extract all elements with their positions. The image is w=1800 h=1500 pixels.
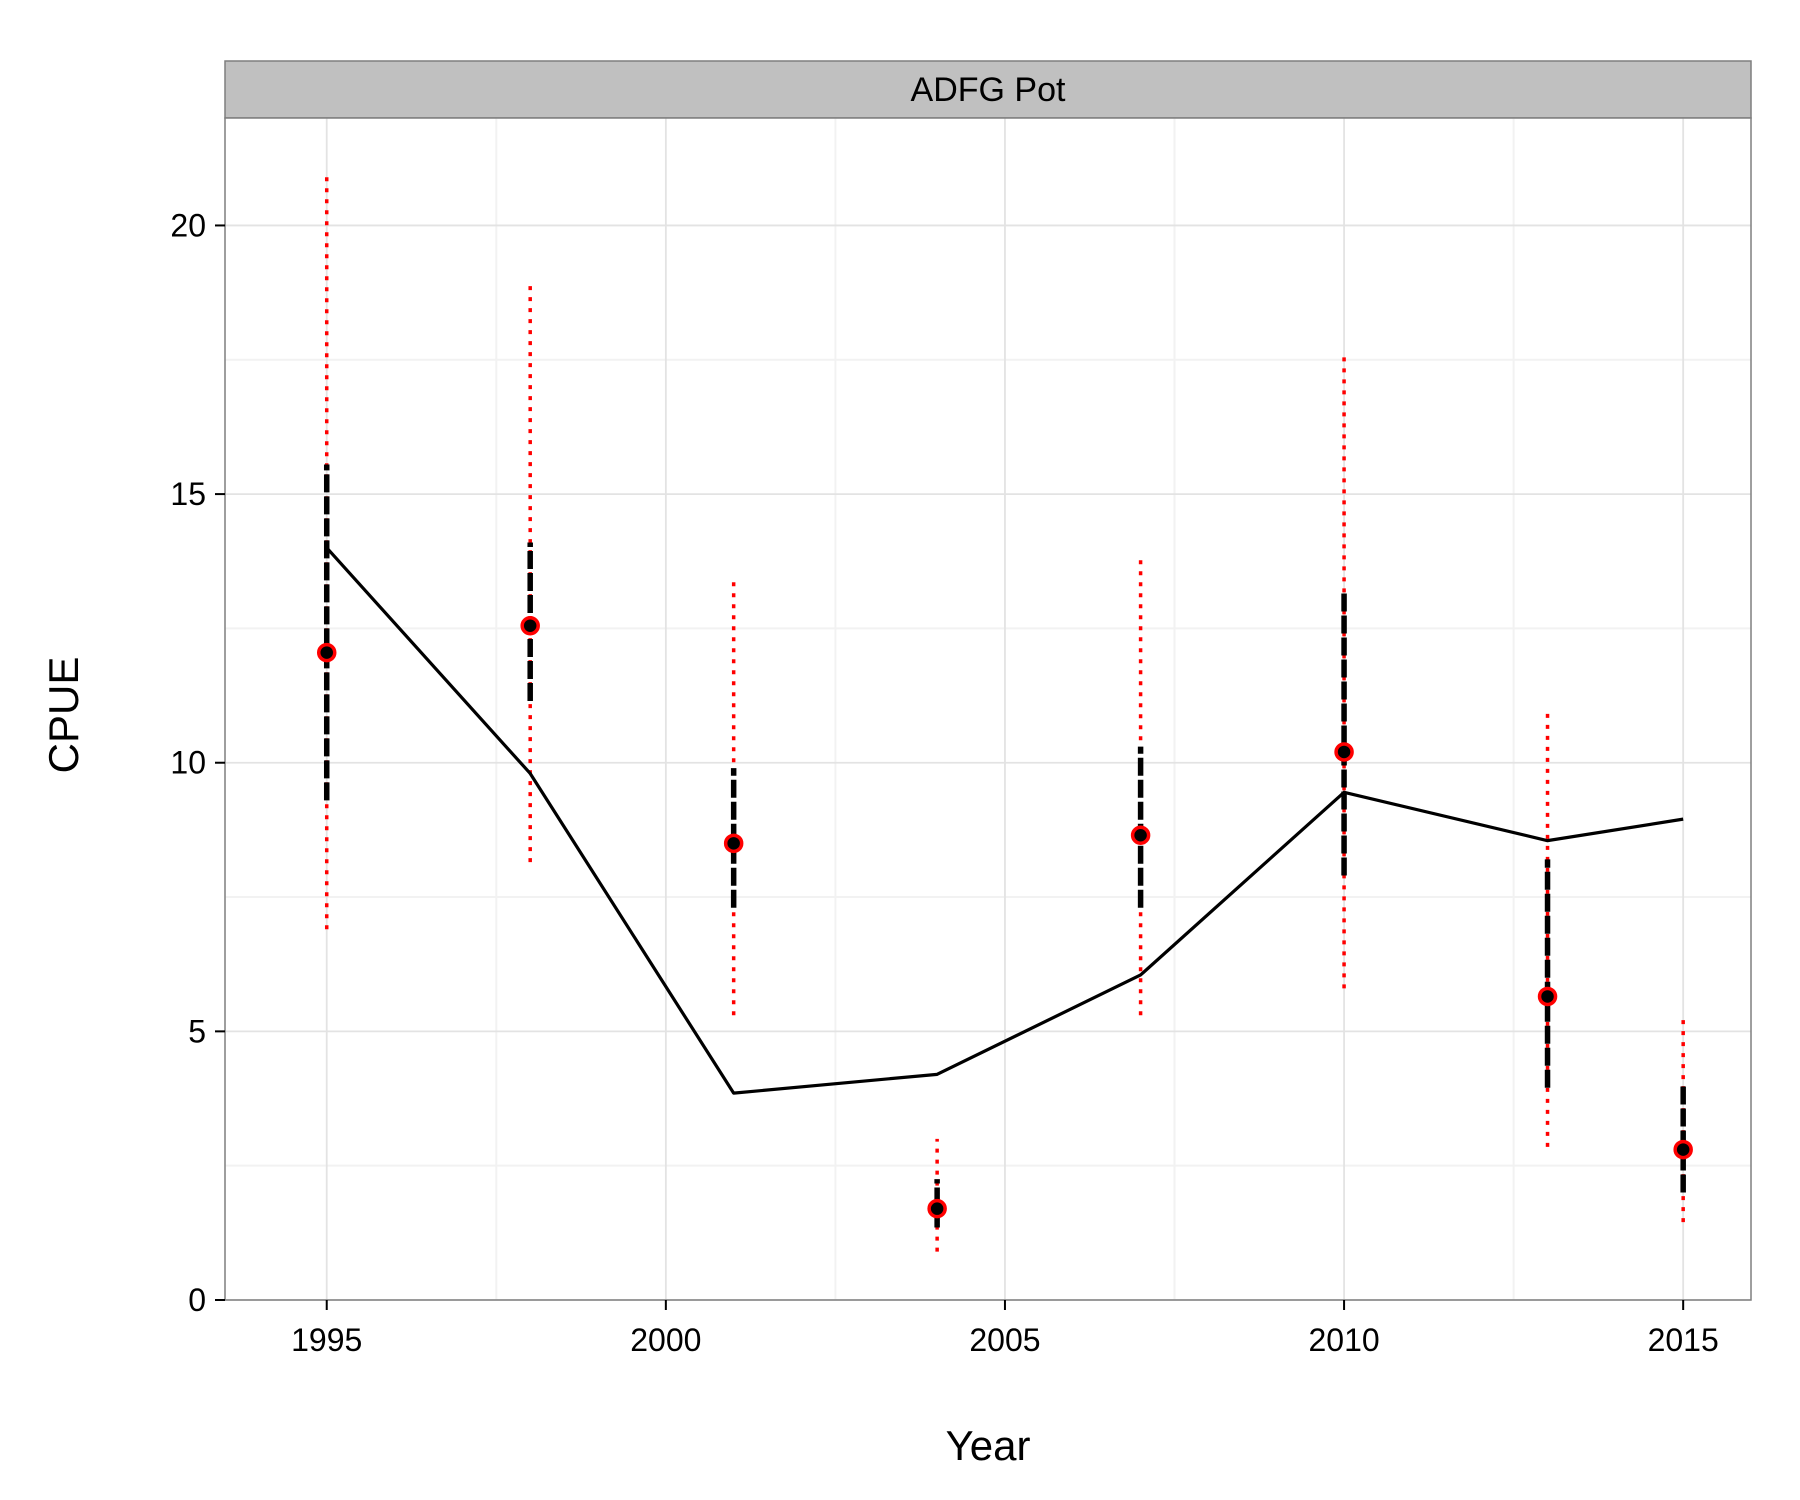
observed-point — [1334, 742, 1354, 762]
plot-panel — [224, 117, 1752, 1301]
y-tick-label: 0 — [188, 1282, 206, 1318]
observed-point — [520, 615, 540, 636]
x-tick-label: 2000 — [630, 1322, 701, 1358]
observed-point — [1130, 825, 1151, 846]
observed-point — [1537, 986, 1558, 1007]
predicted-line-layer — [325, 546, 1684, 1095]
facet-strip: ADFG Pot — [224, 60, 1752, 119]
observed-point — [723, 833, 744, 854]
panel-border — [224, 117, 1752, 1301]
y-tick-label: 15 — [170, 476, 206, 512]
observed-point — [1673, 1139, 1693, 1160]
x-axis-title: Year — [946, 1422, 1031, 1469]
x-tick-label: 2015 — [1648, 1322, 1719, 1358]
minor-gridlines — [225, 118, 1751, 1300]
observed-points — [316, 615, 1693, 1219]
facet-strip-background — [224, 60, 1752, 119]
inner-intervals — [323, 464, 1686, 1228]
observed-point — [927, 1198, 947, 1219]
x-axis: 1995 2000 2005 2010 2015 — [291, 1300, 1719, 1358]
y-tick-label: 20 — [170, 207, 206, 243]
y-axis-title: CPUE — [40, 657, 87, 774]
observed-point — [316, 642, 337, 663]
y-tick-label: 5 — [188, 1013, 206, 1049]
predicted-line — [325, 546, 1684, 1095]
x-tick-label: 2005 — [969, 1322, 1040, 1358]
x-tick-label: 2010 — [1308, 1322, 1379, 1358]
y-tick-label: 10 — [170, 745, 206, 781]
facet-strip-label: ADFG Pot — [911, 71, 1066, 109]
panel-background — [225, 118, 1751, 1300]
x-tick-label: 1995 — [291, 1322, 362, 1358]
y-axis: 0 5 10 15 20 — [170, 207, 225, 1318]
